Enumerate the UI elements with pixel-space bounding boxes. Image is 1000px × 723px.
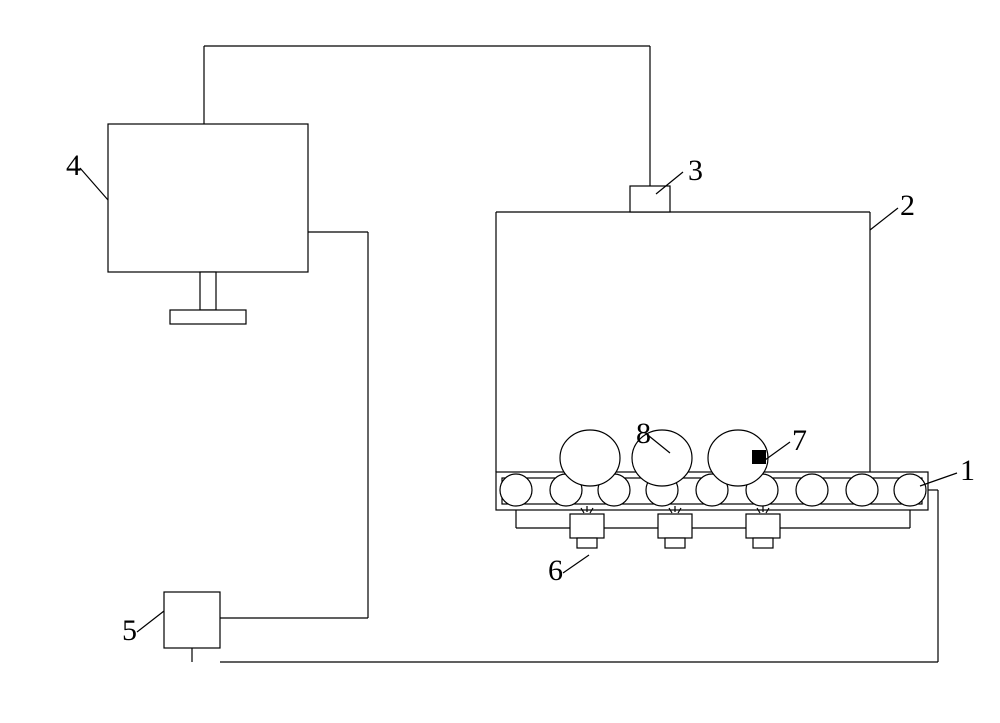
leader-line <box>765 442 790 460</box>
roller <box>846 474 878 506</box>
egg <box>560 430 620 486</box>
callout-label: 5 <box>122 614 137 647</box>
lamp-bracket <box>665 538 685 548</box>
diagram-canvas: 1 2 3 4 5 6 7 8 <box>0 0 1000 723</box>
leader-line <box>563 555 589 573</box>
callout-label: 2 <box>900 189 915 222</box>
monitor-base <box>170 310 246 324</box>
callout-label: 6 <box>548 554 563 587</box>
camera-body <box>630 186 670 212</box>
leader-line <box>137 611 164 632</box>
roller <box>796 474 828 506</box>
callout-label: 1 <box>960 454 975 487</box>
callout-label: 7 <box>792 424 807 457</box>
monitor-neck <box>200 272 216 310</box>
leader-line <box>80 168 108 200</box>
callout-label: 4 <box>66 149 81 182</box>
roller <box>500 474 532 506</box>
plc-box <box>164 592 220 648</box>
lamp-bracket <box>577 538 597 548</box>
lamp-body <box>746 514 780 538</box>
lamp-body <box>570 514 604 538</box>
roller <box>894 474 926 506</box>
leader-line <box>870 208 898 230</box>
callout-label: 3 <box>688 154 703 187</box>
callout-label: 8 <box>636 417 651 450</box>
root-group: 1 2 3 4 5 6 7 8 <box>66 46 975 662</box>
monitor-body <box>108 124 308 272</box>
lamp-bracket <box>753 538 773 548</box>
defect-mark <box>752 450 766 464</box>
lamp-body <box>658 514 692 538</box>
